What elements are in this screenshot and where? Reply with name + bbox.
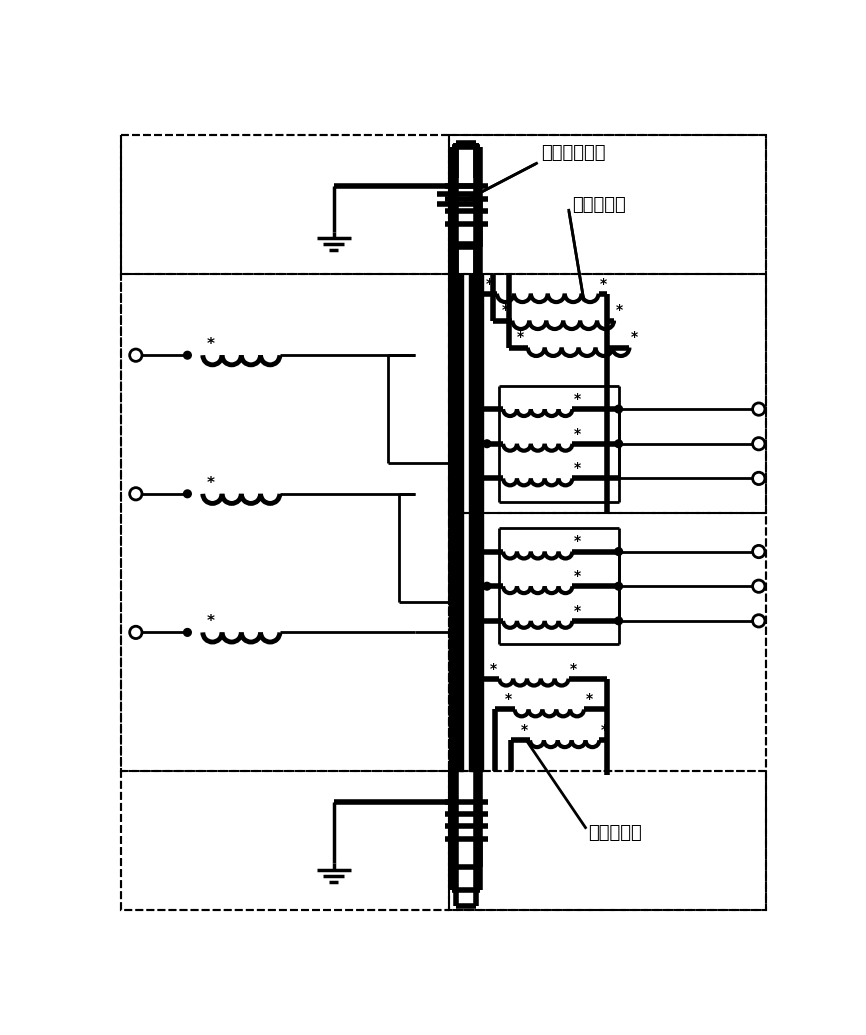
Circle shape (184, 351, 191, 359)
Bar (469, 274, 483, 771)
Circle shape (615, 406, 623, 413)
Circle shape (615, 617, 623, 625)
Text: *: * (501, 303, 508, 318)
Text: *: * (490, 661, 497, 676)
Text: *: * (631, 330, 638, 345)
Circle shape (615, 583, 623, 590)
Text: *: * (574, 569, 581, 583)
Text: *: * (486, 276, 493, 291)
Text: *: * (570, 661, 578, 676)
Text: *: * (207, 337, 215, 352)
Text: *: * (574, 603, 581, 618)
Text: *: * (517, 330, 524, 345)
Text: 滤波电抗器: 滤波电抗器 (588, 824, 642, 841)
Text: 外置滤波电容: 外置滤波电容 (541, 145, 606, 162)
Text: *: * (574, 462, 581, 475)
Text: *: * (207, 615, 215, 629)
Circle shape (483, 440, 491, 447)
Circle shape (184, 490, 191, 498)
Text: *: * (601, 723, 608, 737)
Text: *: * (616, 303, 623, 318)
Text: *: * (505, 692, 513, 706)
Circle shape (615, 548, 623, 556)
Circle shape (184, 628, 191, 637)
Text: *: * (520, 723, 527, 737)
Text: *: * (600, 276, 607, 291)
Text: *: * (574, 426, 581, 441)
Text: *: * (574, 392, 581, 406)
Circle shape (483, 583, 491, 590)
Bar (449, 274, 463, 771)
Text: *: * (585, 692, 592, 706)
Text: *: * (574, 534, 581, 549)
Text: *: * (207, 476, 215, 491)
Text: 滤波电抗器: 滤波电抗器 (572, 196, 626, 214)
Circle shape (615, 440, 623, 447)
